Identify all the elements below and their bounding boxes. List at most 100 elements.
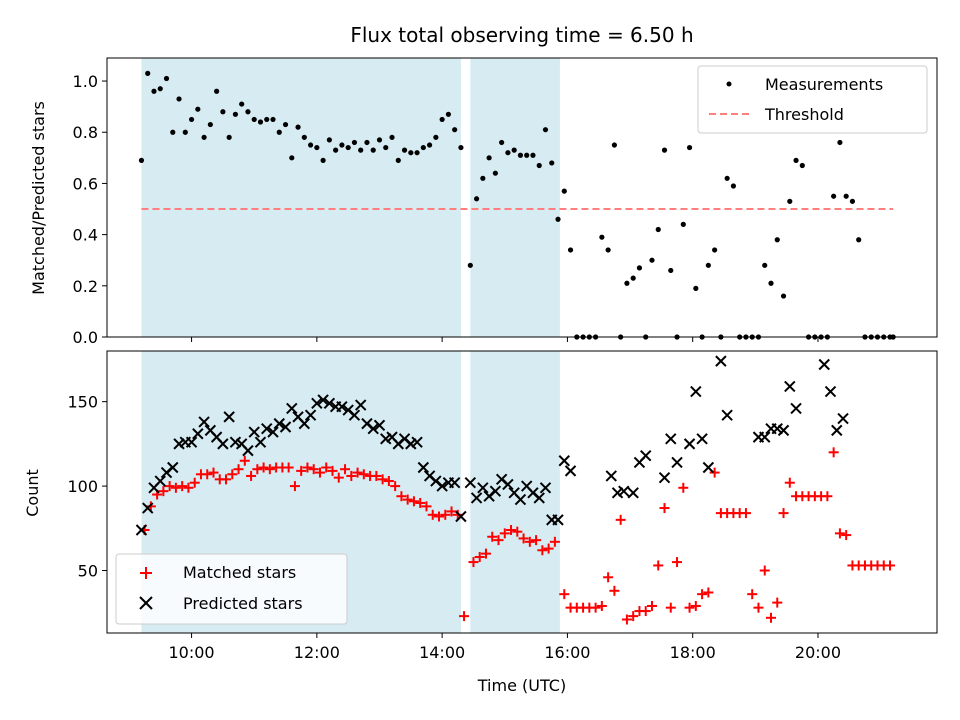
predicted-stars-point xyxy=(248,426,260,438)
matched-stars-point xyxy=(778,508,789,519)
measurements-point xyxy=(445,111,451,117)
bottom-series-layer xyxy=(135,355,896,625)
matched-stars-point xyxy=(208,467,219,478)
measurements-point xyxy=(339,142,345,148)
predicted-stars-point xyxy=(167,461,179,474)
measurements-point xyxy=(843,193,849,199)
predicted-stars-point xyxy=(702,461,715,474)
measurements-point xyxy=(768,280,774,286)
predicted-stars-point xyxy=(690,385,702,398)
predicted-stars-point xyxy=(261,422,273,435)
bottom-plot-frame xyxy=(106,350,938,634)
bottom-x-tick-label: 12:00 xyxy=(294,643,340,662)
top-shaded-interval xyxy=(470,58,560,337)
measurements-point xyxy=(176,96,182,102)
bottom-x-tick-label: 10:00 xyxy=(169,643,215,662)
predicted-stars-point xyxy=(279,421,292,433)
matched-stars-point xyxy=(615,514,626,525)
predicted-stars-point xyxy=(605,470,617,482)
matched-stars-point xyxy=(759,565,770,576)
measurements-point xyxy=(188,116,195,123)
matched-stars-point xyxy=(468,557,479,568)
top-shaded-intervals xyxy=(141,58,560,337)
matched-stars-point xyxy=(480,548,491,559)
measurements-point xyxy=(517,152,524,158)
matched-stars-point xyxy=(377,474,388,485)
measurements-point xyxy=(201,134,207,140)
top-panel: 0.0 0.2 0.4 0.6 0.8 1.0 Matched/Predicted sta… xyxy=(29,57,938,347)
measurements-point xyxy=(433,134,439,140)
legend-marker-predicted-stars xyxy=(139,596,153,610)
measurements-point xyxy=(831,193,837,199)
measurements-point xyxy=(567,247,574,253)
matched-stars-point xyxy=(549,536,560,547)
measurements-point xyxy=(282,121,289,128)
matched-stars-point xyxy=(183,482,194,493)
matched-stars-point xyxy=(766,612,776,623)
measurements-point xyxy=(370,147,376,153)
measurements-point xyxy=(276,129,282,135)
predicted-stars-point xyxy=(618,485,630,497)
matched-stars-point xyxy=(333,472,344,483)
legend-marker-measurements xyxy=(726,81,732,87)
top-shaded-interval xyxy=(141,58,461,337)
measurements-point xyxy=(793,157,799,163)
matched-stars-point xyxy=(709,467,720,478)
matched-stars-point xyxy=(740,508,751,519)
measurements-point xyxy=(486,155,492,161)
matched-stars-point xyxy=(434,511,444,522)
measurements-point xyxy=(163,75,170,82)
matched-stars-point xyxy=(512,526,523,537)
matched-stars-point xyxy=(390,481,401,492)
matched-stars-point xyxy=(402,494,413,505)
predicted-stars-point xyxy=(348,409,361,421)
measurements-point xyxy=(730,183,737,189)
matched-stars-point xyxy=(646,600,657,611)
measurements-point xyxy=(214,88,220,94)
measurements-point xyxy=(680,221,686,227)
matched-stars-point xyxy=(427,509,438,520)
measurements-point xyxy=(724,175,730,181)
predicted-stars-point xyxy=(367,422,379,435)
matched-stars-point xyxy=(596,600,607,611)
bottom-legend-box xyxy=(115,553,348,625)
predicted-stars-point xyxy=(533,492,545,504)
matched-stars-point xyxy=(459,611,470,622)
measurements-point xyxy=(326,137,332,143)
measurements-point xyxy=(611,142,617,148)
matched-stars-point xyxy=(446,506,457,517)
legend-label-predicted-stars: Predicted stars xyxy=(183,594,303,613)
predicted-stars-point xyxy=(448,477,461,489)
matched-stars-point xyxy=(678,482,689,493)
matched-stars-point xyxy=(415,497,426,508)
predicted-stars-point xyxy=(721,409,733,421)
matched-stars-point xyxy=(672,557,683,568)
matched-stars-point xyxy=(145,501,156,512)
matched-stars-point xyxy=(346,470,357,481)
predicted-stars-point xyxy=(464,477,477,489)
measurements-point xyxy=(480,175,486,181)
bottom-y-tick-label: 100 xyxy=(67,477,98,496)
matched-stars-point xyxy=(296,465,307,476)
matched-stars-point xyxy=(753,602,764,613)
matched-stars-point xyxy=(493,535,504,546)
matched-stars-point xyxy=(697,589,708,600)
measurements-point xyxy=(693,285,699,291)
measurements-point xyxy=(245,109,251,115)
matched-stars-point xyxy=(747,589,758,600)
measurements-point xyxy=(605,247,611,253)
matched-stars-point xyxy=(258,462,269,473)
predicted-stars-point xyxy=(336,401,348,413)
measurements-point xyxy=(345,144,351,151)
matched-stars-point xyxy=(246,470,257,481)
top-axis-ticks: 0.0 0.2 0.4 0.6 0.8 1.0 xyxy=(73,72,819,347)
measurements-point xyxy=(630,275,636,281)
matched-stars-point xyxy=(834,528,845,539)
matched-stars-point xyxy=(177,481,188,492)
measurements-point xyxy=(599,234,605,240)
measurements-point xyxy=(314,144,320,151)
measurements-point xyxy=(320,157,326,163)
predicted-stars-point xyxy=(558,455,570,467)
top-y-tick-label: 1.0 xyxy=(73,72,98,91)
bottom-y-tick-label: 50 xyxy=(78,562,98,581)
